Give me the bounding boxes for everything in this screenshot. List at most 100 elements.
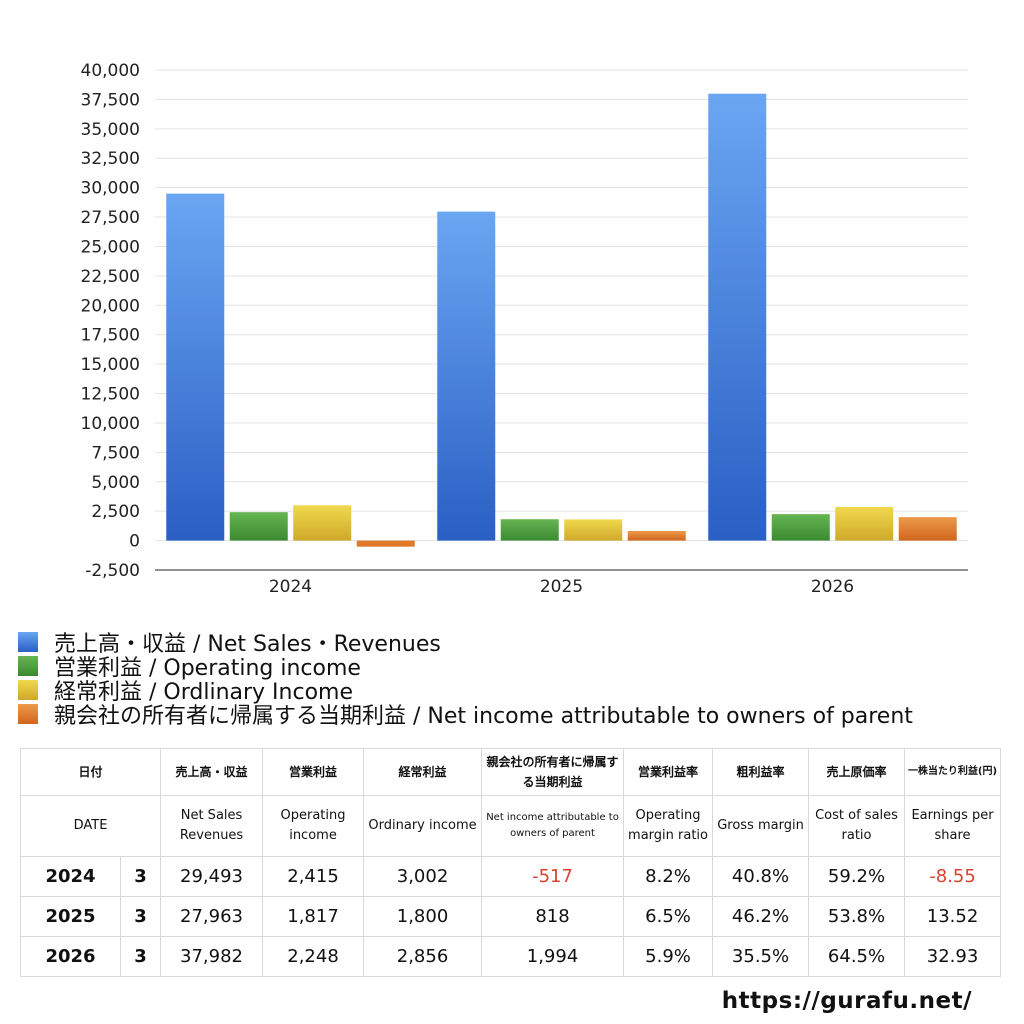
header-sales-jp: 売上高・収益 — [160, 748, 264, 796]
header-cost-ratio-en: Cost of sales ratio — [808, 795, 906, 857]
header-sales-en: Net Sales Revenues — [160, 795, 264, 857]
row-operating-margin: 5.9% — [623, 936, 714, 977]
header-net-income-jp: 親会社の所有者に帰属する当期利益 — [481, 748, 625, 796]
legend-label-net-income: 親会社の所有者に帰属する当期利益 / Net income attributab… — [54, 704, 913, 729]
legend-item-operating-income: 営業利益 / Operating income — [18, 654, 913, 681]
header-operating-margin-en: Operating margin ratio — [623, 795, 714, 857]
row-net-income: 1,994 — [481, 936, 625, 977]
bar-2026-series-1 — [771, 514, 830, 541]
header-operating-income-jp: 営業利益 — [262, 748, 365, 796]
row-gross-margin: 40.8% — [712, 856, 810, 897]
header-ordinary-income-en: Ordinary income — [363, 795, 483, 857]
legend-label-ordinary-income: 経常利益 / Ordlinary Income — [54, 680, 353, 705]
header-gross-margin-en: Gross margin — [712, 795, 810, 857]
bar-2025-series-0 — [437, 211, 496, 541]
row-ordinary-income: 2,856 — [363, 936, 483, 977]
header-eps-jp: 一株当たり利益(円) — [904, 748, 1002, 796]
bar-2024-series-2 — [293, 505, 352, 541]
bars — [166, 93, 957, 547]
row-month: 3 — [119, 936, 162, 977]
site-watermark: https://gurafu.net/ — [721, 988, 972, 1014]
y-axis-tick-labels: -2,500 0 2,500 5,000 7,500 10,000 12,500 15,000… — [81, 61, 140, 581]
row-eps: -8.55 — [904, 856, 1002, 897]
x-axis-tick-labels: 2024 2025 2026 — [269, 577, 854, 597]
legend-item-net-income: 親会社の所有者に帰属する当期利益 / Net income attributab… — [18, 702, 913, 729]
legend-swatch-operating-income — [18, 656, 38, 676]
header-operating-income-en: Operating income — [262, 795, 365, 857]
y-tick-label: 35,000 — [81, 120, 140, 140]
y-tick-label: 25,000 — [81, 237, 140, 257]
row-operating-income: 2,415 — [262, 856, 365, 897]
table-row: 2026 3 37,982 2,248 2,856 1,994 5.9% 35.… — [20, 936, 1002, 977]
y-tick-label: 40,000 — [81, 61, 140, 81]
y-tick-label: 30,000 — [81, 179, 140, 199]
row-sales: 37,982 — [160, 936, 264, 977]
header-date-en: DATE — [19, 795, 162, 857]
legend-swatch-net-sales — [18, 632, 38, 652]
header-ordinary-income-jp: 経常利益 — [363, 748, 483, 796]
bar-2024-series-1 — [229, 512, 288, 541]
row-month: 3 — [119, 896, 162, 937]
y-tick-label: 0 — [129, 532, 140, 552]
row-operating-income: 1,817 — [262, 896, 365, 937]
header-cost-ratio-jp: 売上原価率 — [808, 748, 906, 796]
legend-label-operating-income: 営業利益 / Operating income — [54, 656, 361, 681]
y-tick-label: 37,500 — [81, 90, 140, 110]
header-operating-margin-jp: 営業利益率 — [623, 748, 714, 796]
row-eps: 13.52 — [904, 896, 1002, 937]
row-net-income: -517 — [481, 856, 625, 897]
row-cost-ratio: 53.8% — [808, 896, 906, 937]
y-tick-label: 32,500 — [81, 149, 140, 169]
legend-swatch-net-income — [18, 704, 38, 724]
row-month: 3 — [119, 856, 162, 897]
y-tick-label: 20,000 — [81, 296, 140, 316]
header-net-income-en: Net income attributable to owners of par… — [481, 795, 625, 857]
grid-lines — [155, 69, 968, 542]
header-eps-en: Earnings per share — [904, 795, 1002, 857]
row-sales: 29,493 — [160, 856, 264, 897]
row-operating-margin: 8.2% — [623, 856, 714, 897]
x-tick-label: 2024 — [269, 577, 312, 597]
row-year: 2024 — [20, 856, 121, 897]
y-tick-label: 10,000 — [81, 414, 140, 434]
legend-item-net-sales: 売上高・収益 / Net Sales・Revenues — [18, 630, 913, 657]
chart-legend: 売上高・収益 / Net Sales・Revenues 営業利益 / Opera… — [18, 630, 913, 729]
table-row: 2025 3 27,963 1,817 1,800 818 6.5% 46.2%… — [20, 896, 1002, 937]
bar-2026-series-0 — [708, 93, 767, 541]
legend-item-ordinary-income: 経常利益 / Ordlinary Income — [18, 678, 913, 705]
financial-table: 日付 売上高・収益 営業利益 経常利益 親会社の所有者に帰属する当期利益 営業利… — [19, 748, 1002, 977]
bar-2024-series-3 — [356, 540, 415, 547]
table-header-row-jp: 日付 売上高・収益 営業利益 経常利益 親会社の所有者に帰属する当期利益 営業利… — [19, 748, 1002, 796]
row-net-income: 818 — [481, 896, 625, 937]
row-year: 2025 — [20, 896, 121, 937]
bar-2024-series-0 — [166, 193, 225, 541]
y-tick-label: 27,500 — [81, 208, 140, 228]
x-tick-label: 2025 — [540, 577, 583, 597]
table-header-row-en: DATE Net Sales Revenues Operating income… — [19, 795, 1002, 857]
legend-swatch-ordinary-income — [18, 680, 38, 700]
y-tick-label: 15,000 — [81, 355, 140, 375]
row-cost-ratio: 59.2% — [808, 856, 906, 897]
row-eps: 32.93 — [904, 936, 1002, 977]
bar-2026-series-2 — [835, 506, 894, 541]
x-tick-label: 2026 — [811, 577, 854, 597]
bar-2025-series-2 — [564, 519, 623, 541]
bar-2026-series-3 — [898, 517, 957, 541]
row-year: 2026 — [20, 936, 121, 977]
row-operating-income: 2,248 — [262, 936, 365, 977]
row-ordinary-income: 3,002 — [363, 856, 483, 897]
y-tick-label: 17,500 — [81, 326, 140, 346]
legend-label-net-sales: 売上高・収益 / Net Sales・Revenues — [54, 632, 441, 657]
y-tick-label: 7,500 — [91, 443, 140, 463]
bar-chart: -2,500 0 2,500 5,000 7,500 10,000 12,500 15,000… — [81, 61, 968, 597]
header-date-jp: 日付 — [19, 748, 162, 796]
row-gross-margin: 35.5% — [712, 936, 810, 977]
bar-2025-series-3 — [627, 530, 686, 541]
bar-2025-series-1 — [500, 519, 559, 541]
row-sales: 27,963 — [160, 896, 264, 937]
table-row: 2024 3 29,493 2,415 3,002 -517 8.2% 40.8… — [20, 856, 1002, 897]
y-tick-label: 5,000 — [91, 473, 140, 493]
row-gross-margin: 46.2% — [712, 896, 810, 937]
row-cost-ratio: 64.5% — [808, 936, 906, 977]
row-ordinary-income: 1,800 — [363, 896, 483, 937]
